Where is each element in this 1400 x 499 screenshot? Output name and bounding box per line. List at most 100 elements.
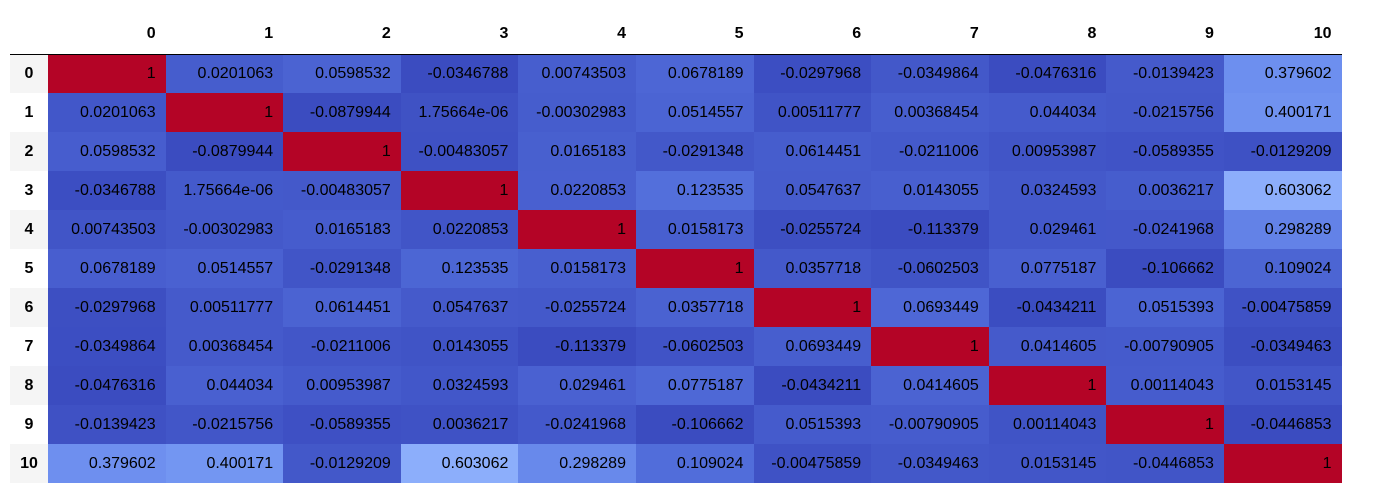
- heatmap-cell: 0.0775187: [988, 249, 1107, 288]
- heatmap-cell: 0.400171: [165, 444, 284, 483]
- heatmap-cell: 1: [1223, 444, 1342, 483]
- row-header-6: 6: [10, 288, 48, 327]
- heatmap-cell: -0.0349463: [1223, 327, 1342, 366]
- heatmap-cell: 0.0678189: [48, 249, 166, 288]
- heatmap-cell: 0.400171: [1223, 93, 1342, 132]
- column-header-8: 8: [988, 15, 1107, 55]
- heatmap-cell: -0.0255724: [518, 288, 636, 327]
- heatmap-cell: 0.0158173: [518, 249, 636, 288]
- heatmap-cell: 0.0357718: [753, 249, 872, 288]
- column-header-1: 1: [165, 15, 284, 55]
- heatmap-cell: 0.0693449: [871, 288, 989, 327]
- heatmap-cell: 0.0357718: [635, 288, 754, 327]
- heatmap-cell: -0.106662: [635, 405, 754, 444]
- row-header-10: 10: [10, 444, 48, 483]
- column-header-9: 9: [1106, 15, 1224, 55]
- heatmap-cell: -0.00790905: [871, 405, 989, 444]
- column-header-5: 5: [635, 15, 754, 55]
- heatmap-cell: -0.0879944: [165, 132, 284, 171]
- heatmap-cell: 0.00511777: [753, 93, 872, 132]
- row-header-1: 1: [10, 93, 48, 132]
- heatmap-cell: 0.0614451: [283, 288, 401, 327]
- heatmap-cell: 0.379602: [1223, 54, 1342, 93]
- table-row: 8 -0.0476316 0.044034 0.00953987 0.0324593 0.…: [10, 366, 1342, 405]
- heatmap-cell: 1: [988, 366, 1107, 405]
- heatmap-cell: 0.00368454: [871, 93, 989, 132]
- heatmap-cell: -0.0446853: [1223, 405, 1342, 444]
- heatmap-cell: -0.0476316: [48, 366, 166, 405]
- column-header-2: 2: [283, 15, 401, 55]
- heatmap-cell: 0.0153145: [1223, 366, 1342, 405]
- heatmap-cell: -0.00790905: [1106, 327, 1224, 366]
- heatmap-cell: -0.0241968: [518, 405, 636, 444]
- heatmap-cell: 0.0775187: [635, 366, 754, 405]
- heatmap-cell: -0.0241968: [1106, 210, 1224, 249]
- heatmap-cell: 0.0514557: [635, 93, 754, 132]
- heatmap-cell: 0.0201063: [48, 93, 166, 132]
- heatmap-cell: 0.029461: [518, 366, 636, 405]
- heatmap-cell: -0.0434211: [988, 288, 1107, 327]
- table-row: 10 0.379602 0.400171 -0.0129209 0.603062 0.29…: [10, 444, 1342, 483]
- heatmap-cell: 0.0614451: [753, 132, 872, 171]
- heatmap-cell: 1: [635, 249, 754, 288]
- heatmap-cell: 0.00743503: [518, 54, 636, 93]
- column-header-0: 0: [48, 15, 166, 55]
- heatmap-cell: 0.298289: [1223, 210, 1342, 249]
- heatmap-cell: 0.00953987: [283, 366, 401, 405]
- heatmap-cell: 0.0220853: [518, 171, 636, 210]
- heatmap-cell: -0.0291348: [635, 132, 754, 171]
- heatmap-cell: 0.044034: [988, 93, 1107, 132]
- heatmap-cell: 0.603062: [1223, 171, 1342, 210]
- row-header-7: 7: [10, 327, 48, 366]
- heatmap-cell: -0.0129209: [283, 444, 401, 483]
- heatmap-cell: 0.0514557: [165, 249, 284, 288]
- row-header-8: 8: [10, 366, 48, 405]
- heatmap-cell: 0.0143055: [871, 171, 989, 210]
- heatmap-cell: 0.123535: [400, 249, 519, 288]
- heatmap-cell: -0.00483057: [400, 132, 519, 171]
- heatmap-cell: 0.123535: [635, 171, 754, 210]
- heatmap-cell: 1: [283, 132, 401, 171]
- table-row: 4 0.00743503 -0.00302983 0.0165183 0.0220853…: [10, 210, 1342, 249]
- table-row: 1 0.0201063 1 -0.0879944 1.75664e-06 -0.00302…: [10, 93, 1342, 132]
- column-header-6: 6: [753, 15, 872, 55]
- table-row: 6 -0.0297968 0.00511777 0.0614451 0.0547637-…: [10, 288, 1342, 327]
- column-header-7: 7: [871, 15, 989, 55]
- heatmap-cell: 0.0515393: [1106, 288, 1224, 327]
- heatmap-cell: 1: [518, 210, 636, 249]
- heatmap-cell: -0.0291348: [283, 249, 401, 288]
- heatmap-cell: 0.00114043: [988, 405, 1107, 444]
- heatmap-cell: -0.0139423: [1106, 54, 1224, 93]
- table-row: 2 0.0598532 -0.0879944 1 -0.00483057 0.016518…: [10, 132, 1342, 171]
- heatmap-cell: -0.0602503: [635, 327, 754, 366]
- heatmap-cell: 0.0414605: [871, 366, 989, 405]
- heatmap-cell: 1.75664e-06: [400, 93, 519, 132]
- heatmap-cell: 1: [753, 288, 872, 327]
- heatmap-cell: -0.0211006: [871, 132, 989, 171]
- heatmap-cell: -0.0129209: [1223, 132, 1342, 171]
- heatmap-cell: 0.0678189: [635, 54, 754, 93]
- heatmap-cell: -0.0215756: [1106, 93, 1224, 132]
- heatmap-cell: 0.0153145: [988, 444, 1107, 483]
- heatmap-cell: 0.0324593: [988, 171, 1107, 210]
- heatmap-cell: 0.0220853: [400, 210, 519, 249]
- heatmap-cell: 0.0036217: [400, 405, 519, 444]
- heatmap-cell: 0.298289: [518, 444, 636, 483]
- heatmap-cell: 0.00953987: [988, 132, 1107, 171]
- heatmap-cell: 0.603062: [400, 444, 519, 483]
- heatmap-cell: -0.113379: [518, 327, 636, 366]
- heatmap-cell: -0.0255724: [753, 210, 872, 249]
- row-header-4: 4: [10, 210, 48, 249]
- heatmap-cell: -0.00302983: [165, 210, 284, 249]
- heatmap-cell: -0.0139423: [48, 405, 166, 444]
- heatmap-cell: -0.0602503: [871, 249, 989, 288]
- heatmap-cell: 0.0598532: [48, 132, 166, 171]
- table-row: 3 -0.0346788 1.75664e-06 -0.00483057 1 0.0220…: [10, 171, 1342, 210]
- heatmap-cell: -0.0346788: [400, 54, 519, 93]
- heatmap-cell: 0.0693449: [753, 327, 872, 366]
- heatmap-cell: -0.0349864: [871, 54, 989, 93]
- row-header-9: 9: [10, 405, 48, 444]
- heatmap-cell: 0.0165183: [283, 210, 401, 249]
- heatmap-cell: 0.0547637: [753, 171, 872, 210]
- heatmap-cell: 0.0036217: [1106, 171, 1224, 210]
